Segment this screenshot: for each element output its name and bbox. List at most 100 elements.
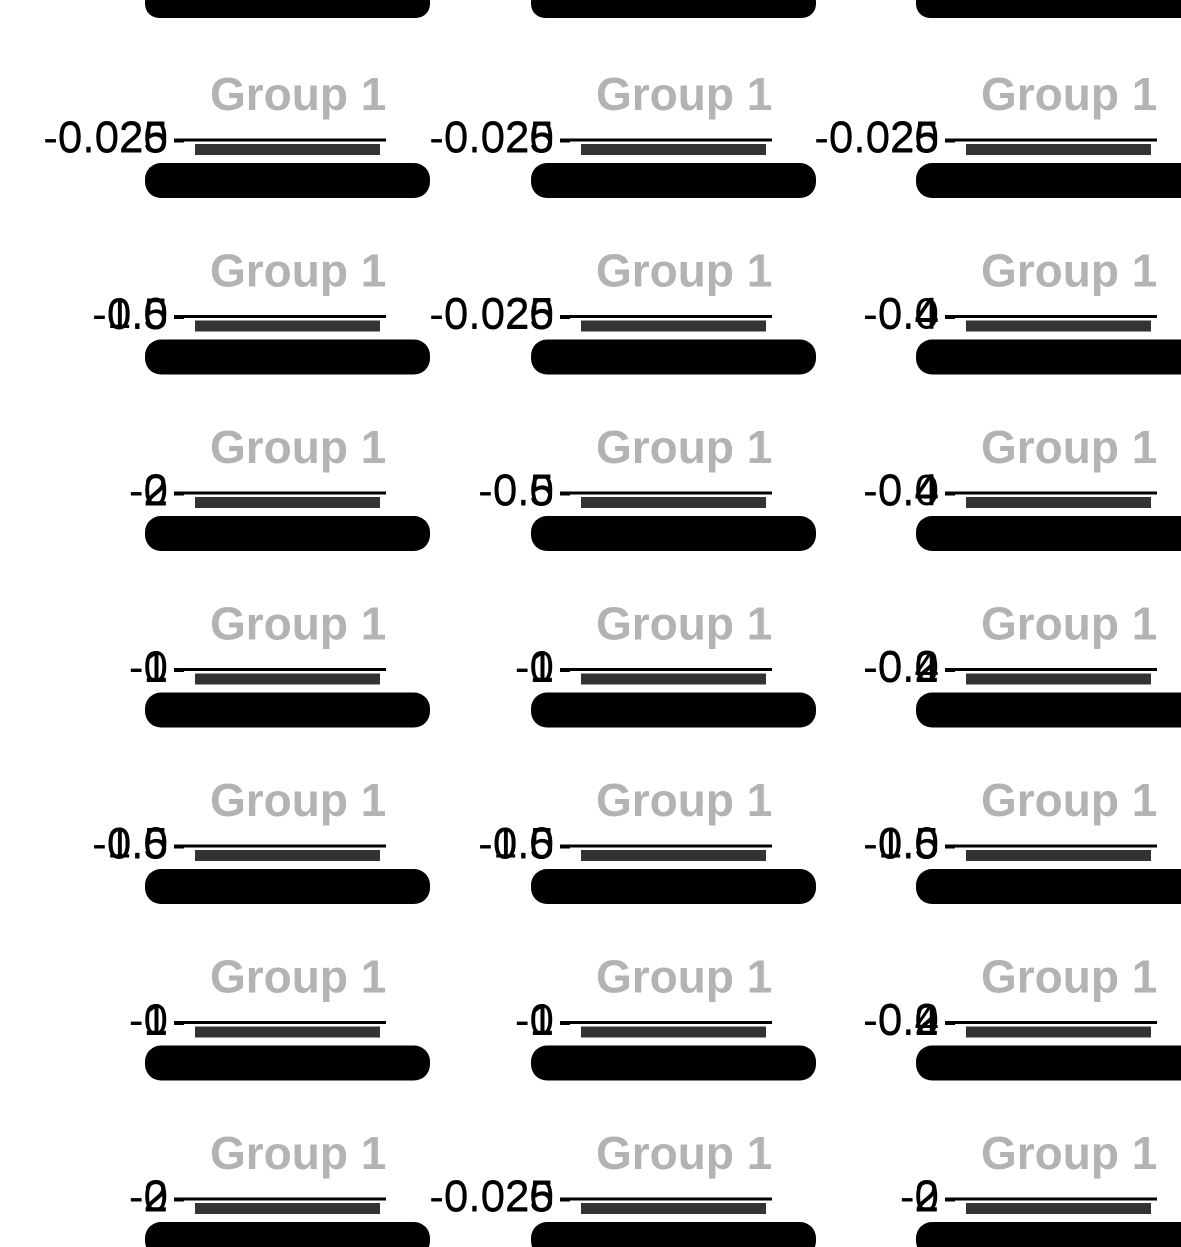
panel-title: Group 1 <box>981 951 1157 1003</box>
panel: Group 1 -202 <box>129 421 430 551</box>
y-tick-label: 2 <box>915 1172 939 1221</box>
y-tick-label: 2 <box>144 1172 168 1221</box>
panel-title: Group 1 <box>981 421 1157 473</box>
bar <box>581 497 766 508</box>
bar <box>195 673 380 685</box>
y-tick-label: 0.4 <box>878 289 939 338</box>
x-axis-labels <box>916 869 1181 904</box>
bar <box>195 850 380 861</box>
y-tick-label: 0 <box>530 643 554 692</box>
y-tick-label: 1.0 <box>493 819 554 868</box>
bar <box>966 144 1151 155</box>
bar <box>966 1203 1151 1214</box>
panel: Group 1 -0.500.5 <box>478 421 816 551</box>
y-tick-label: 0 <box>915 995 939 1044</box>
y-tick-label: 0 <box>144 643 168 692</box>
x-axis-labels <box>145 339 430 375</box>
x-axis-labels <box>916 1045 1181 1081</box>
y-tick-label: 0 <box>915 466 939 515</box>
panel-title: Group 1 <box>210 421 386 473</box>
y-tick-label: -1 <box>515 643 554 692</box>
y-tick-label: -0.4 <box>863 643 939 692</box>
y-tick-label: 1 <box>144 642 168 691</box>
y-tick-label: 0 <box>530 113 554 162</box>
bar <box>581 1026 766 1038</box>
panel-title: Group 1 <box>596 598 772 650</box>
bar <box>966 850 1151 861</box>
y-tick-label: 1.0 <box>107 289 168 338</box>
panel: Group 1 -0.400.4 <box>863 245 1181 375</box>
x-axis-labels <box>145 1045 430 1081</box>
y-tick-label: 0.5 <box>493 819 554 868</box>
y-tick-label: -2 <box>129 467 168 516</box>
y-tick-label: -1 <box>129 643 168 692</box>
y-tick-label: -0.4 <box>863 996 939 1045</box>
panel-title: Group 1 <box>981 774 1157 826</box>
bar <box>581 320 766 332</box>
panel-title: Group 1 <box>210 1127 386 1179</box>
bar <box>966 1026 1151 1038</box>
y-tick-label: 0.5 <box>107 819 168 868</box>
panel-title: Group 1 <box>981 1127 1157 1179</box>
x-axis-labels <box>145 692 430 728</box>
panel: Group 1 -0.500.51.0 <box>863 774 1181 904</box>
x-axis-labels <box>531 339 816 375</box>
y-tick-label: 0 <box>915 1172 939 1221</box>
panel: Group 1 -101 <box>129 598 430 728</box>
x-axis-labels <box>145 163 430 198</box>
bar <box>195 1203 380 1214</box>
y-tick-label: -0.025 <box>429 290 554 339</box>
y-tick-label: 0.025 <box>444 1172 554 1221</box>
y-tick-label: 0.025 <box>444 113 554 162</box>
y-tick-label: -0.025 <box>429 1173 554 1222</box>
y-tick-label: 0 <box>530 1172 554 1221</box>
panel: Group 1 -0.500.51.0 <box>92 774 430 904</box>
y-tick-label: -0.2 <box>863 643 939 692</box>
panel: Group 1 -0.500.51.0 <box>478 774 816 904</box>
y-tick-label: 1.0 <box>107 819 168 868</box>
panel-title: Group 1 <box>210 951 386 1003</box>
panel-title: Group 1 <box>596 951 772 1003</box>
y-tick-label: -0.4 <box>863 467 939 516</box>
panel: Group 1 -202 <box>129 1127 430 1247</box>
y-tick-label: 0 <box>915 113 939 162</box>
y-tick-label: -0.4 <box>863 290 939 339</box>
bar <box>195 1026 380 1038</box>
y-tick-label: 0 <box>144 466 168 515</box>
panel-title: Group 1 <box>596 774 772 826</box>
y-tick-label: -0.2 <box>863 996 939 1045</box>
x-axis-labels <box>145 1222 430 1247</box>
y-tick-label: 2 <box>144 466 168 515</box>
y-tick-label: -0.5 <box>478 820 554 869</box>
y-tick-label: 0.5 <box>878 819 939 868</box>
panel-title: Group 1 <box>210 245 386 297</box>
panel-title: Group 1 <box>596 245 772 297</box>
y-tick-label: -0.5 <box>478 467 554 516</box>
y-tick-label: 0 <box>144 290 168 339</box>
x-axis-labels <box>531 692 816 728</box>
x-axis-labels <box>916 692 1181 728</box>
y-tick-label: 0.5 <box>493 466 554 515</box>
bar <box>195 497 380 508</box>
y-tick-label: -0.025 <box>43 114 168 163</box>
x-axis-labels <box>531 1045 816 1081</box>
bar <box>581 144 766 155</box>
y-tick-label: 0.5 <box>107 289 168 338</box>
y-tick-label: -1 <box>129 996 168 1045</box>
panel-title: Group 1 <box>981 68 1157 120</box>
y-tick-label: 0.025 <box>58 113 168 162</box>
y-tick-label: 0.025 <box>444 289 554 338</box>
x-axis-labels <box>145 516 430 551</box>
y-tick-label: 0.2 <box>878 995 939 1044</box>
panel-title: Group 1 <box>596 1127 772 1179</box>
y-tick-label: -1 <box>515 996 554 1045</box>
y-tick-label: -0.5 <box>92 290 168 339</box>
panel: Group 1 -0.4-0.200.2 <box>863 951 1181 1081</box>
y-tick-label: 0 <box>144 996 168 1045</box>
y-tick-label: 0 <box>915 819 939 868</box>
bar <box>966 673 1151 685</box>
y-tick-label: 0 <box>530 819 554 868</box>
